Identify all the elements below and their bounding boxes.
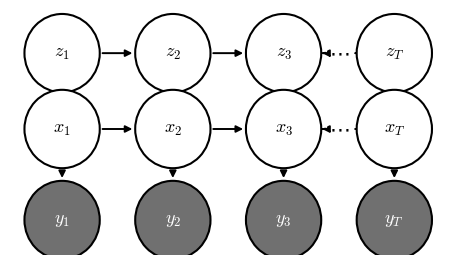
Text: $x_{3}$: $x_{3}$ [274, 120, 292, 138]
Ellipse shape [135, 14, 210, 92]
Text: $z_{3}$: $z_{3}$ [275, 44, 291, 62]
Ellipse shape [135, 181, 210, 258]
Text: $z_{T}$: $z_{T}$ [384, 44, 403, 62]
Text: $\cdots$: $\cdots$ [328, 43, 349, 63]
Text: $z_{2}$: $z_{2}$ [165, 44, 180, 62]
Ellipse shape [356, 14, 431, 92]
Text: $z_{1}$: $z_{1}$ [54, 44, 70, 62]
Ellipse shape [245, 90, 321, 168]
Text: $x_{1}$: $x_{1}$ [53, 120, 71, 138]
Ellipse shape [245, 14, 321, 92]
Ellipse shape [24, 181, 100, 258]
Ellipse shape [245, 181, 321, 258]
Ellipse shape [24, 14, 100, 92]
Text: $\cdots$: $\cdots$ [328, 119, 349, 139]
Text: $x_{2}$: $x_{2}$ [163, 120, 181, 138]
Ellipse shape [24, 90, 100, 168]
Text: $x_{T}$: $x_{T}$ [383, 120, 404, 138]
Ellipse shape [356, 181, 431, 258]
Text: $y_{2}$: $y_{2}$ [164, 211, 181, 229]
Text: $y_{1}$: $y_{1}$ [54, 211, 70, 229]
Ellipse shape [135, 90, 210, 168]
Ellipse shape [356, 90, 431, 168]
Text: $y_{3}$: $y_{3}$ [275, 211, 291, 229]
Text: $y_{T}$: $y_{T}$ [384, 211, 403, 229]
